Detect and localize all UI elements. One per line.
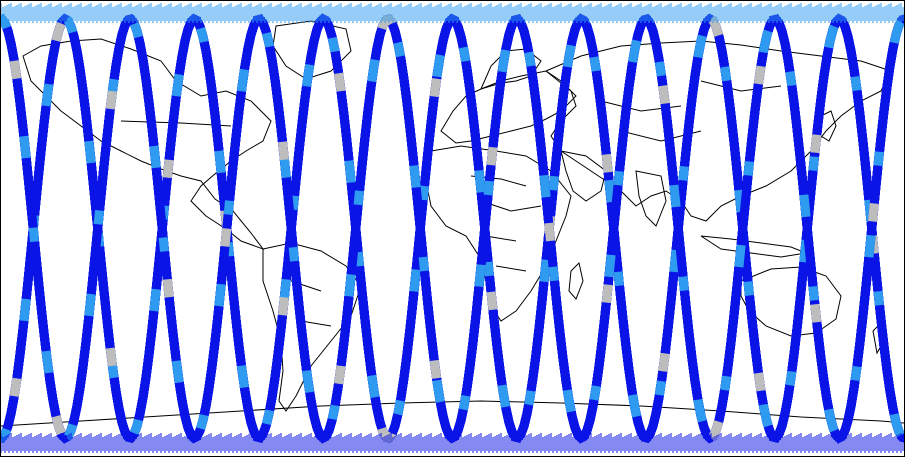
swath-track <box>1 14 904 444</box>
swath-track <box>1 14 904 444</box>
coastlines <box>1 20 904 427</box>
coastline-europe <box>440 70 577 144</box>
swath-track <box>1 13 904 443</box>
coastline-arabia <box>560 150 607 202</box>
coastline-africa <box>425 145 572 322</box>
swath-track <box>1 13 904 443</box>
swath-track <box>1 13 904 443</box>
swath-track <box>1 14 904 444</box>
coastline-north-america <box>22 38 272 251</box>
swath-track <box>1 14 904 444</box>
swath-track <box>1 13 904 443</box>
swath-track <box>1 13 904 443</box>
coastline-madagascar <box>568 262 584 300</box>
coastline-antarctica <box>1 400 904 427</box>
swath-track <box>1 14 904 444</box>
swath-track <box>1 13 904 443</box>
swath-track <box>1 14 904 444</box>
swath-track <box>1 14 904 444</box>
swath-track <box>1 14 904 444</box>
swath-track <box>1 14 904 444</box>
coastline-indonesia <box>700 235 808 258</box>
swath-track <box>1 13 904 443</box>
swath-track <box>1 14 904 444</box>
swath-track <box>1 13 904 443</box>
swath-track <box>1 14 904 444</box>
swath-track <box>1 13 904 443</box>
swath-track <box>1 14 904 444</box>
coastline-india <box>635 170 667 227</box>
swath-track <box>1 13 904 443</box>
swath-track <box>1 14 904 444</box>
coastline-scandinavia <box>480 48 542 90</box>
swath-track <box>1 13 904 443</box>
polar-edge-hatching <box>1 3 904 453</box>
swath-track <box>1 13 904 443</box>
swath-track <box>1 13 904 443</box>
swath-track <box>1 14 904 444</box>
swath-track <box>1 14 904 444</box>
swath-track <box>1 13 904 443</box>
swath-track <box>1 13 904 443</box>
swath-track <box>1 14 904 444</box>
swath-track <box>1 13 904 443</box>
borders-africa <box>470 175 542 272</box>
swath-track <box>1 13 904 443</box>
satellite-tracks <box>1 13 904 444</box>
swath-track <box>1 14 904 444</box>
swath-track <box>1 13 904 443</box>
swath-track <box>1 13 904 443</box>
swath-track <box>1 14 904 444</box>
swath-track <box>1 14 904 444</box>
swath-track <box>1 14 904 444</box>
swath-track <box>1 13 904 443</box>
swath-track <box>1 13 904 443</box>
swath-track <box>1 14 904 444</box>
